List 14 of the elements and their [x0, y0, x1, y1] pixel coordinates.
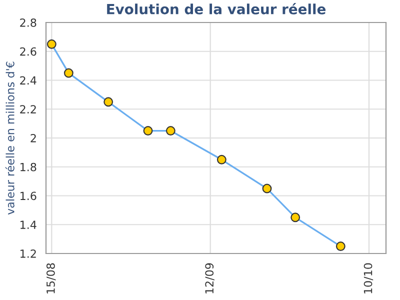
x-tick-label: 10/10 — [364, 263, 374, 294]
y-tick-label: 2.4 — [20, 76, 36, 84]
y-tick-label: 2 — [30, 134, 36, 142]
y-tick-label: 2.2 — [20, 105, 36, 114]
y-tick-label: 2.8 — [20, 18, 36, 27]
y-tick-label: 2.6 — [20, 47, 36, 56]
y-tick-label: 1.6 — [20, 192, 36, 200]
x-tick-label: 15/08 — [46, 263, 56, 294]
x-tick-label: 12/09 — [205, 263, 214, 294]
y-axis-title: valeur réelle en millions d'€ — [5, 62, 14, 215]
y-tick-label: 1.2 — [20, 249, 36, 258]
y-tick-label: 1.4 — [20, 220, 36, 229]
y-tick-label: 1.8 — [20, 162, 36, 172]
chart-title: Evolution de la valeur réelle — [107, 3, 326, 14]
